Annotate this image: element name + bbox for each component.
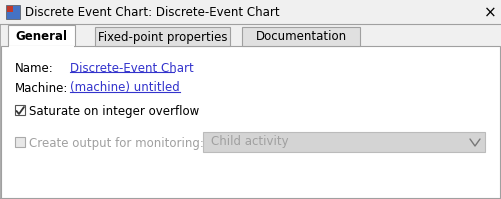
Bar <box>8 25 75 46</box>
Text: ×: × <box>482 6 495 20</box>
Bar <box>241 27 359 46</box>
Bar <box>6 5 20 19</box>
Text: Child activity: Child activity <box>210 136 288 148</box>
Bar <box>15 137 25 147</box>
Text: Discrete Event Chart: Discrete-Event Chart: Discrete Event Chart: Discrete-Event Cha… <box>25 7 279 20</box>
Bar <box>95 27 229 46</box>
Bar <box>15 105 25 115</box>
Text: Documentation: Documentation <box>255 30 346 44</box>
Text: Saturate on integer overflow: Saturate on integer overflow <box>29 104 199 117</box>
Bar <box>1 24 500 46</box>
Bar <box>7 6 13 12</box>
Text: Create output for monitoring:: Create output for monitoring: <box>29 137 203 149</box>
Bar <box>0 0 501 24</box>
Bar <box>9 46 74 48</box>
Text: Fixed-point properties: Fixed-point properties <box>98 30 227 44</box>
Text: General: General <box>16 29 67 43</box>
Bar <box>202 132 484 152</box>
Text: Machine:: Machine: <box>15 82 68 95</box>
Bar <box>1 46 499 198</box>
Text: Discrete-Event Chart: Discrete-Event Chart <box>70 61 193 74</box>
Text: Name:: Name: <box>15 61 54 74</box>
Text: (machine) untitled: (machine) untitled <box>70 82 179 95</box>
